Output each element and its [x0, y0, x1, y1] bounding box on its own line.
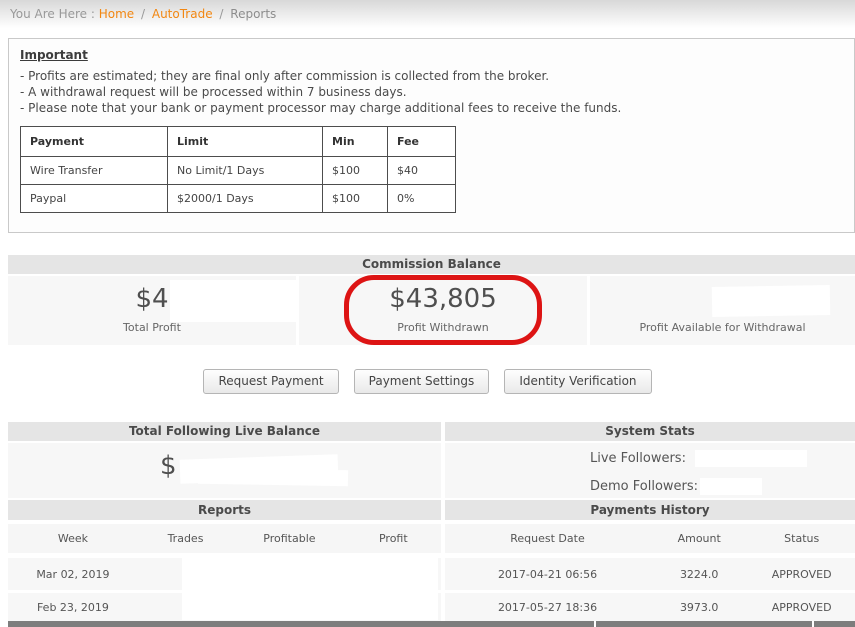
profit-available-column: $ Profit Available for Withdrawal — [590, 276, 855, 345]
commission-balance-panel: $4 Total Profit $43,805 Profit Withdrawn… — [8, 275, 855, 345]
cell-limit: $2000/1 Days — [167, 184, 323, 213]
cell-request-date: 2017-05-27 18:36 — [497, 600, 598, 614]
cell-limit: No Limit/1 Days — [167, 156, 323, 185]
bottom-cutoff-bar — [596, 621, 812, 627]
cell-request-date: 2017-04-21 06:56 — [497, 567, 598, 581]
top-gradient-bar — [0, 0, 855, 28]
redaction-box — [695, 450, 807, 467]
payment-fees-table: Payment Limit Min Fee Wire Transfer No L… — [20, 126, 456, 213]
payments-history-header: Payments History — [445, 500, 855, 520]
live-followers-label: Live Followers: — [590, 451, 686, 466]
cell-status: APPROVED — [771, 567, 832, 581]
total-profit-column: $4 Total Profit — [8, 276, 318, 345]
col-header-status: Status — [784, 532, 820, 545]
notice-line: - A withdrawal request will be processed… — [20, 85, 407, 99]
col-header-profitable: Profitable — [263, 532, 316, 545]
profit-withdrawn-column: $43,805 Profit Withdrawn — [299, 275, 587, 345]
profit-withdrawn-value: $43,805 — [389, 284, 497, 314]
redaction-scribble — [197, 467, 349, 487]
cell-status: APPROVED — [771, 600, 832, 614]
cell-min: $100 — [322, 156, 388, 185]
col-header-payment: Payment — [20, 126, 168, 157]
cell-amount: 3973.0 — [679, 600, 719, 614]
reports-header: Reports — [8, 500, 441, 520]
payments-table-header-row: Request Date Amount Status — [445, 524, 855, 553]
reports-table-header-row: Week Trades Profitable Profit — [8, 524, 441, 553]
payments-table-row: 2017-04-21 06:56 3224.0 APPROVED — [445, 558, 855, 590]
actions-row: Request Payment Payment Settings Identit… — [0, 369, 855, 394]
following-balance-header: Total Following Live Balance — [8, 422, 441, 441]
bottom-cutoff-bar — [8, 621, 594, 627]
payments-table-row: 2017-05-27 18:36 3973.0 APPROVED — [445, 593, 855, 621]
cell-fee: 0% — [387, 184, 456, 213]
cell-week: Mar 02, 2019 — [36, 567, 110, 581]
redaction-box — [711, 284, 831, 318]
following-balance-value: $ — [160, 451, 177, 481]
breadcrumb-prefix: You Are Here : — [10, 7, 95, 21]
col-header-limit: Limit — [167, 126, 323, 157]
following-balance-panel: $ — [8, 443, 441, 498]
notice-line: - Please note that your bank or payment … — [20, 101, 622, 115]
breadcrumb: You Are Here : Home / AutoTrade / Report… — [10, 7, 276, 21]
col-header-min: Min — [322, 126, 388, 157]
identity-verification-button[interactable]: Identity Verification — [504, 369, 652, 394]
request-payment-button[interactable]: Request Payment — [203, 369, 339, 394]
cell-payment: Paypal — [20, 184, 168, 213]
breadcrumb-separator: / — [219, 7, 224, 21]
redaction-box — [182, 558, 438, 620]
col-header-request-date: Request Date — [510, 532, 585, 545]
bottom-cutoff-bar — [814, 621, 855, 627]
system-stats-panel: Live Followers: Demo Followers: — [445, 443, 855, 498]
col-header-week: Week — [57, 532, 89, 545]
profit-available-label: Profit Available for Withdrawal — [639, 321, 806, 334]
cell-min: $100 — [322, 184, 388, 213]
breadcrumb-separator: / — [140, 7, 146, 21]
breadcrumb-link-home[interactable]: Home — [98, 7, 135, 21]
col-header-trades: Trades — [167, 532, 204, 545]
cell-payment: Wire Transfer — [20, 156, 168, 185]
breadcrumb-current-reports: Reports — [230, 7, 277, 21]
notice-title: Important — [20, 48, 88, 62]
payment-settings-button[interactable]: Payment Settings — [353, 369, 490, 394]
redaction-box — [170, 280, 318, 322]
col-header-amount: Amount — [677, 532, 721, 545]
total-profit-value: $4 — [135, 284, 169, 314]
redaction-box — [700, 478, 762, 495]
commission-balance-header: Commission Balance — [8, 255, 855, 274]
col-header-fee: Fee — [387, 126, 456, 157]
profit-withdrawn-label: Profit Withdrawn — [397, 321, 489, 334]
table-row: Paypal $2000/1 Days $100 0% — [20, 184, 456, 213]
cell-fee: $40 — [387, 156, 456, 185]
cell-amount: 3224.0 — [679, 567, 719, 581]
important-notice-box: Important - Profits are estimated; they … — [8, 38, 855, 233]
col-header-profit: Profit — [378, 532, 408, 545]
table-row: Wire Transfer No Limit/1 Days $100 $40 — [20, 156, 456, 185]
cell-week: Feb 23, 2019 — [36, 600, 109, 614]
demo-followers-label: Demo Followers: — [590, 479, 699, 494]
system-stats-header: System Stats — [445, 422, 855, 441]
table-header-row: Payment Limit Min Fee — [20, 126, 456, 157]
breadcrumb-link-autotrade[interactable]: AutoTrade — [151, 7, 213, 21]
notice-line: - Profits are estimated; they are final … — [20, 69, 550, 83]
total-profit-label: Total Profit — [123, 321, 181, 334]
